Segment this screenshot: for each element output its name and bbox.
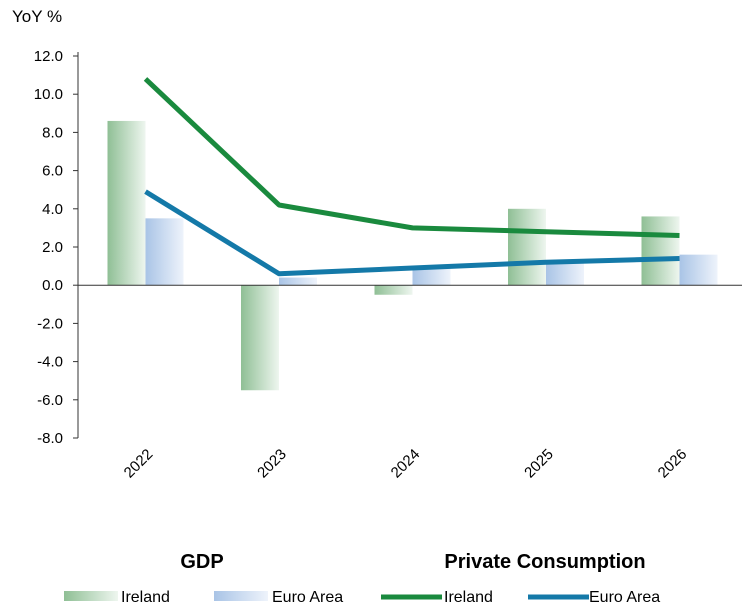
bar-gdp-euro-area-2026 bbox=[679, 254, 718, 286]
y-tick-label: -2.0 bbox=[37, 315, 63, 332]
y-tick-label: 12.0 bbox=[34, 48, 63, 65]
legend-pc-euro-area-label: Euro Area bbox=[589, 589, 660, 606]
y-tick-label: 8.0 bbox=[42, 124, 63, 141]
bar-gdp-ireland-2025 bbox=[508, 208, 546, 286]
bar-gdp-euro-area-2023 bbox=[279, 277, 317, 286]
x-tick-label-2022: 2022 bbox=[121, 446, 157, 482]
x-ticks-group: 2022 2023 2024 2025 2026 bbox=[121, 446, 691, 482]
legend-gdp-ireland-swatch bbox=[64, 591, 118, 601]
legend: Ireland Euro Area Ireland Euro Area bbox=[64, 589, 660, 606]
legend-pc-ireland-label: Ireland bbox=[444, 589, 493, 606]
bar-gdp-euro-area-2022 bbox=[145, 218, 184, 286]
line-private-consumption-euro-area bbox=[144, 189, 680, 277]
axes-group bbox=[77, 52, 742, 438]
legend-gdp-ireland-label: Ireland bbox=[121, 589, 170, 606]
y-tick-label: -6.0 bbox=[37, 392, 63, 409]
bar-gdp-ireland-2023 bbox=[241, 285, 279, 391]
bar-gdp-euro-area-2025 bbox=[546, 262, 584, 286]
x-tick-label-2024: 2024 bbox=[388, 446, 424, 482]
y-tick-label: 2.0 bbox=[42, 239, 63, 256]
y-tick-label: 6.0 bbox=[42, 163, 63, 180]
y-tick-label: 0.0 bbox=[42, 277, 63, 294]
line-private-consumption-ireland bbox=[143, 77, 680, 239]
bar-gdp-ireland-2026 bbox=[641, 216, 680, 286]
x-tick-label-2026: 2026 bbox=[655, 446, 691, 482]
x-tick-label-2023: 2023 bbox=[254, 446, 290, 482]
bar-gdp-euro-area-2024 bbox=[412, 268, 451, 286]
legend-gdp-euro-area-label: Euro Area bbox=[272, 589, 343, 606]
bar-gdp-ireland-2022 bbox=[107, 120, 146, 286]
y-tick-label: -4.0 bbox=[37, 354, 63, 371]
y-tick-label: 4.0 bbox=[42, 201, 63, 218]
x-tick-label-2025: 2025 bbox=[521, 446, 557, 482]
y-axis-label: YoY % bbox=[12, 7, 62, 26]
bars-group bbox=[107, 120, 718, 391]
y-tick-label: -8.0 bbox=[37, 430, 63, 447]
y-ticks-group: 12.0 10.0 8.0 6.0 4.0 2.0 0.0 -2.0 -4.0 -6.0 -8.0 bbox=[34, 48, 78, 447]
bar-gdp-ireland-2024 bbox=[374, 285, 413, 295]
legend-title-private-consumption: Private Consumption bbox=[444, 551, 645, 573]
lines-group bbox=[143, 77, 680, 277]
legend-gdp-euro-area-swatch bbox=[214, 591, 268, 601]
legend-title-gdp: GDP bbox=[180, 551, 223, 573]
y-tick-label: 10.0 bbox=[34, 86, 63, 103]
